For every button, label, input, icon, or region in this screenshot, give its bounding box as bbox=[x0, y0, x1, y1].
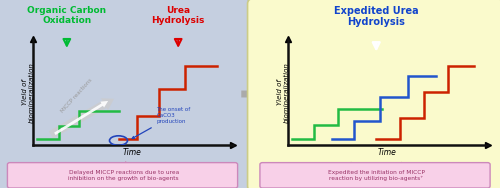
Text: Urea
Hydrolysis: Urea Hydrolysis bbox=[152, 6, 205, 25]
Y-axis label: Yield of
biomineralization: Yield of biomineralization bbox=[277, 62, 290, 123]
FancyBboxPatch shape bbox=[8, 163, 237, 188]
Text: Organic Carbon
Oxidation: Organic Carbon Oxidation bbox=[28, 6, 106, 25]
FancyBboxPatch shape bbox=[0, 0, 250, 188]
Text: Expedited the initiation of MICCP
reaction by utilizing bio-agents⁺: Expedited the initiation of MICCP reacti… bbox=[328, 170, 425, 181]
Text: Expedited Urea
Hydrolysis: Expedited Urea Hydrolysis bbox=[334, 6, 418, 27]
Text: MICCP reactions: MICCP reactions bbox=[60, 77, 94, 113]
FancyBboxPatch shape bbox=[260, 163, 490, 188]
FancyArrowPatch shape bbox=[54, 101, 108, 135]
FancyArrowPatch shape bbox=[49, 98, 114, 139]
FancyBboxPatch shape bbox=[248, 0, 500, 188]
X-axis label: Time: Time bbox=[378, 148, 397, 157]
Y-axis label: Yield of
biomineralization: Yield of biomineralization bbox=[22, 62, 35, 123]
Text: Delayed MICCP reactions due to urea
inhibition on the growth of bio-agents: Delayed MICCP reactions due to urea inhi… bbox=[68, 170, 179, 181]
Text: The onset of
CaCO3
production: The onset of CaCO3 production bbox=[132, 107, 191, 139]
X-axis label: Time: Time bbox=[123, 148, 142, 157]
